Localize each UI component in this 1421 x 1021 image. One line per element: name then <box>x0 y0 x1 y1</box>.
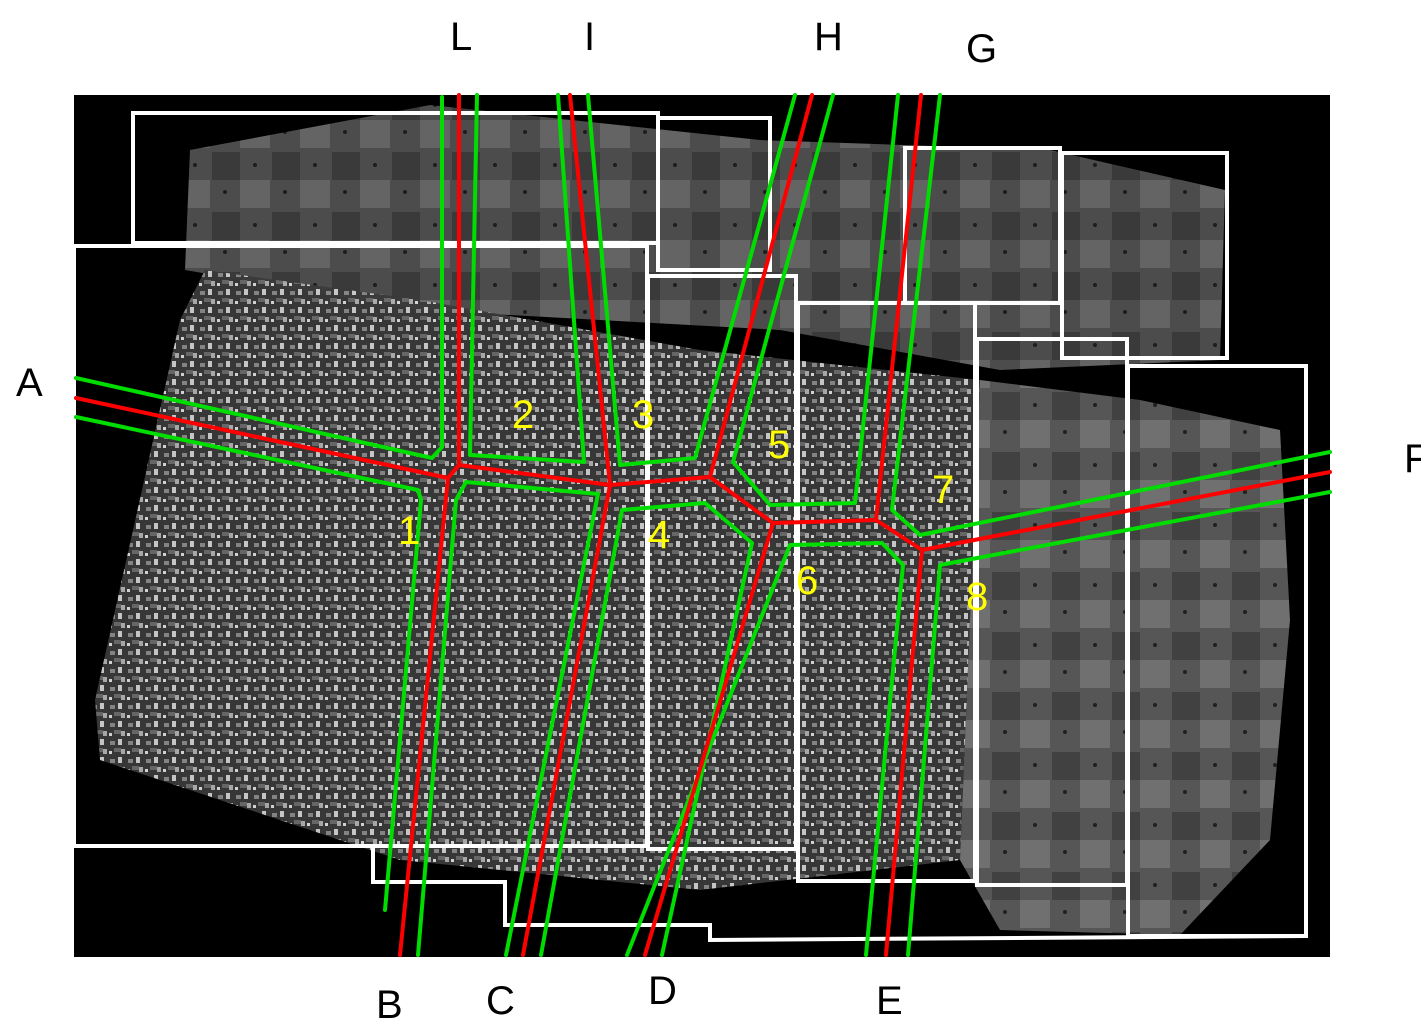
zone-label-5: 5 <box>768 423 790 467</box>
road-label-e: E <box>876 979 903 1021</box>
boundary-line-d-east <box>625 541 905 957</box>
zone-labels: 1 2 3 4 5 6 7 8 <box>398 393 988 619</box>
boundary-line-c-east <box>539 501 754 957</box>
road-axis-h-d <box>708 475 775 525</box>
road-axis-a <box>74 396 450 480</box>
road-label-l: L <box>450 15 472 59</box>
zone-label-8: 8 <box>966 575 988 619</box>
road-axis-d <box>643 521 775 957</box>
road-axis-g-f <box>874 518 924 552</box>
road-label-b: B <box>376 983 403 1021</box>
road-label-a: A <box>16 361 43 405</box>
road-axis-e <box>884 548 924 957</box>
road-label-d: D <box>648 969 677 1013</box>
road-label-h: H <box>814 15 843 59</box>
road-axes <box>74 93 1332 957</box>
boundary-line-l-east <box>468 93 586 464</box>
road-axis-i-h <box>608 475 712 487</box>
zone-label-4: 4 <box>648 513 670 557</box>
road-axis-g <box>874 93 923 522</box>
road-label-g: G <box>966 27 997 71</box>
boundary-line-b-east <box>416 480 600 957</box>
road-axis-h <box>708 93 814 479</box>
photo-frame <box>656 116 772 272</box>
zone-label-7: 7 <box>932 468 954 512</box>
zone-label-6: 6 <box>796 559 818 603</box>
zone-label-3: 3 <box>632 393 654 437</box>
road-axis-i <box>568 93 612 487</box>
boundary-line-a-south <box>74 415 423 912</box>
zone-label-2: 2 <box>512 393 534 437</box>
zone-label-1: 1 <box>398 509 420 553</box>
road-axis-c <box>521 483 612 957</box>
road-axis-d-e <box>771 518 878 525</box>
road-endpoint-labels: L I H G A F B C D E <box>16 15 1421 1021</box>
boundary-line-i-east <box>586 93 797 467</box>
road-axis-l-i <box>457 463 612 487</box>
boundary-line-h-east <box>731 93 900 507</box>
corridor-boundaries <box>74 93 1332 957</box>
boundary-line-e-east <box>906 490 1332 957</box>
road-axis-b <box>398 476 450 957</box>
road-label-c: C <box>486 979 515 1021</box>
road-label-i: I <box>584 15 595 59</box>
road-axis-f <box>920 470 1332 552</box>
photo-frame <box>371 847 1307 943</box>
boundary-line-g-east <box>890 93 1332 537</box>
photo-frames <box>72 111 1308 943</box>
photo-frame <box>1060 151 1229 360</box>
photo-strip-left <box>95 270 980 890</box>
road-label-f: F <box>1404 437 1421 481</box>
boundary-line-a-north <box>74 95 444 460</box>
